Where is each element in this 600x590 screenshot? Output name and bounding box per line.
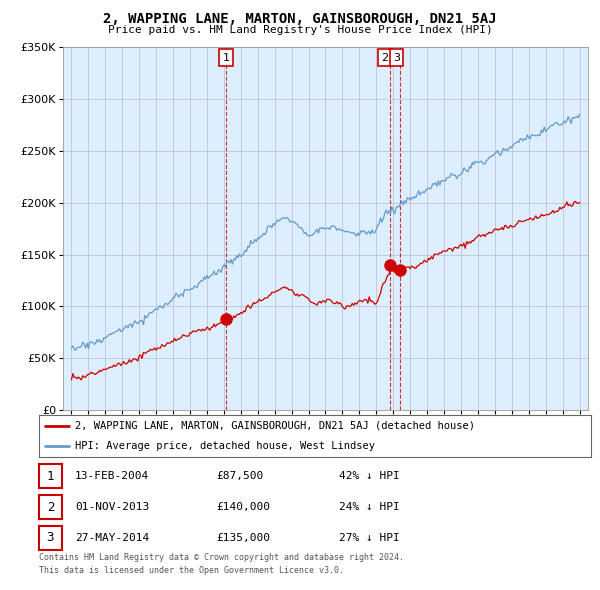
Text: 2: 2 — [381, 53, 388, 63]
Text: 2, WAPPING LANE, MARTON, GAINSBOROUGH, DN21 5AJ: 2, WAPPING LANE, MARTON, GAINSBOROUGH, D… — [103, 12, 497, 26]
Text: £140,000: £140,000 — [216, 502, 270, 512]
Text: 3: 3 — [47, 532, 54, 545]
Text: £87,500: £87,500 — [216, 471, 263, 481]
Text: £135,000: £135,000 — [216, 533, 270, 543]
Text: 01-NOV-2013: 01-NOV-2013 — [75, 502, 149, 512]
Text: 13-FEB-2004: 13-FEB-2004 — [75, 471, 149, 481]
Text: 1: 1 — [47, 470, 54, 483]
Text: 2: 2 — [47, 501, 54, 514]
Text: 24% ↓ HPI: 24% ↓ HPI — [339, 502, 400, 512]
Text: 1: 1 — [223, 53, 229, 63]
Text: 42% ↓ HPI: 42% ↓ HPI — [339, 471, 400, 481]
Text: 2, WAPPING LANE, MARTON, GAINSBOROUGH, DN21 5AJ (detached house): 2, WAPPING LANE, MARTON, GAINSBOROUGH, D… — [75, 421, 475, 431]
Text: HPI: Average price, detached house, West Lindsey: HPI: Average price, detached house, West… — [75, 441, 375, 451]
Text: Contains HM Land Registry data © Crown copyright and database right 2024.: Contains HM Land Registry data © Crown c… — [39, 553, 404, 562]
Text: 27% ↓ HPI: 27% ↓ HPI — [339, 533, 400, 543]
Text: 27-MAY-2014: 27-MAY-2014 — [75, 533, 149, 543]
Text: 3: 3 — [393, 53, 400, 63]
Text: This data is licensed under the Open Government Licence v3.0.: This data is licensed under the Open Gov… — [39, 566, 344, 575]
Text: Price paid vs. HM Land Registry's House Price Index (HPI): Price paid vs. HM Land Registry's House … — [107, 25, 493, 35]
